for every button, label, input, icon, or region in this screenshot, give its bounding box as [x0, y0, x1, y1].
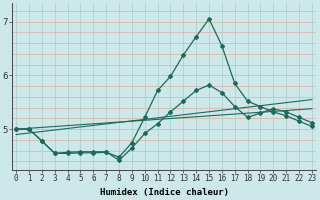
- X-axis label: Humidex (Indice chaleur): Humidex (Indice chaleur): [100, 188, 228, 197]
